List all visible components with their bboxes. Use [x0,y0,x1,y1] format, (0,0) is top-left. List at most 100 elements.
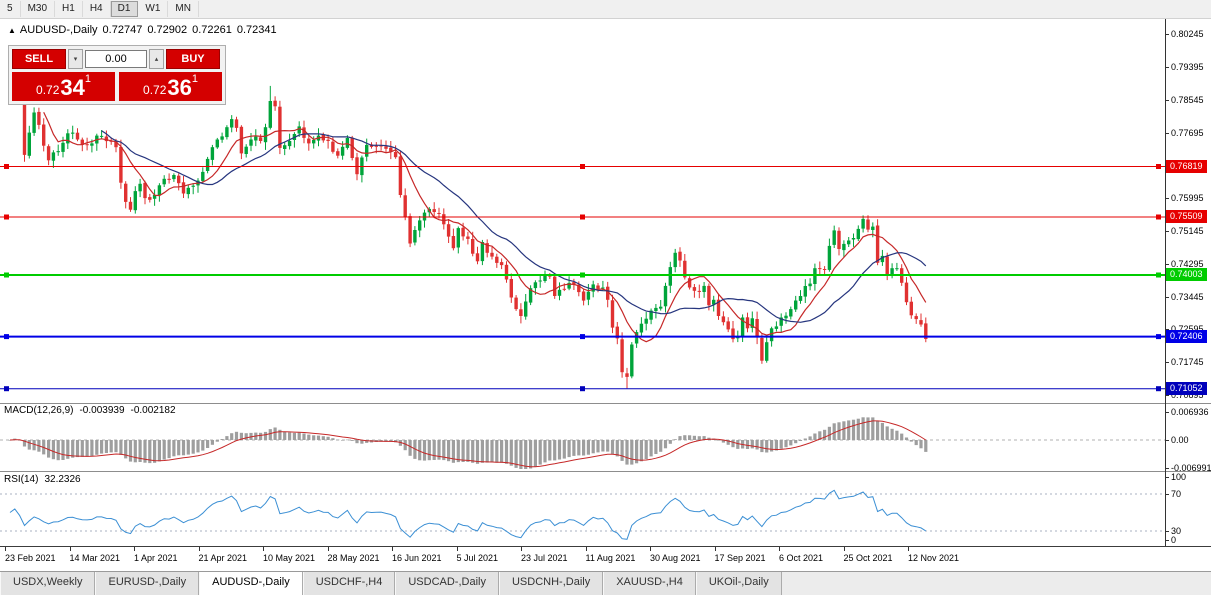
time-axis[interactable]: 23 Feb 2021 14 Mar 2021 1 Apr 2021 21 Apr 2… [0,546,1211,571]
date-axis-tick [521,547,522,551]
trade-prices-row: 0.72 34 1 0.72 36 1 [12,72,222,101]
line-handle[interactable] [1156,164,1161,169]
chart-background [0,18,1211,546]
date-axis-label: 25 Oct 2021 [843,553,893,563]
date-axis-tick [263,547,264,551]
date-axis-tick [198,547,200,551]
date-axis-label: 23 Feb 2021 [5,553,56,563]
one-click-trading-panel: SELL ▾ ▴ BUY 0.72 34 1 0.72 36 1 [8,45,226,105]
date-axis-label: 12 Nov 2021 [908,553,960,563]
tab-ukoil-daily[interactable]: UKOil-,Daily [695,572,782,595]
tab-usdx-weekly[interactable]: USDX,Weekly [0,572,96,595]
date-axis-tick [392,547,393,551]
high-value: 0.72902 [147,24,188,36]
rsi-panel-separator [0,471,1211,472]
tab-eurusd-daily[interactable]: EURUSD-,Daily [95,572,200,595]
timeframe-button-d1[interactable]: D1 [110,1,139,17]
date-axis-label: 28 May 2021 [327,553,380,563]
tab-usdcnh-daily[interactable]: USDCNH-,Daily [498,572,604,595]
rsi-title: RSI(14) [4,474,39,485]
timeframe-button-5[interactable]: 5 [0,1,21,17]
close-value: 0.72341 [236,24,277,36]
macd-main-value: -0.003939 [79,405,125,416]
macd-label-row: MACD(12,26,9) -0.003939 -0.002182 [4,405,182,416]
open-value: 0.72747 [102,24,143,36]
line-handle[interactable] [580,214,585,220]
rsi-indicator [0,489,1165,540]
timeframe-button-h4[interactable]: H4 [83,1,111,17]
date-axis-tick [650,547,651,551]
sell-button[interactable]: SELL [12,49,66,69]
low-value: 0.72261 [192,24,232,36]
date-axis-tick [843,547,845,551]
macd-panel-separator [0,403,1211,404]
date-axis-label: 17 Sep 2021 [714,553,766,563]
date-axis-label: 10 May 2021 [263,553,316,563]
date-axis-label: 21 Apr 2021 [198,553,248,563]
timeframe-button-mn[interactable]: MN [168,1,199,17]
bid-big-digits: 34 [60,75,85,100]
date-axis-label: 1 Apr 2021 [134,553,178,563]
ask-pipette: 1 [191,73,198,85]
up-arrow-icon: ▴ [154,56,159,63]
timeframe-toolbar: 5 M30 H1 H4 D1 W1 MN [0,0,1211,19]
date-axis-label: 23 Jul 2021 [521,553,568,563]
date-axis-tick [714,547,716,551]
timeframe-button-h1[interactable]: H1 [55,1,83,17]
line-handle[interactable] [1156,386,1161,392]
date-axis-label: 16 Jun 2021 [392,553,442,563]
chart-header: ▲ AUDUSD-,Daily 0.72747 0.72902 0.72261 0.723… [8,24,282,36]
line-handle[interactable] [4,386,9,392]
rsi-label-row: RSI(14) 32.2326 [4,474,87,485]
buy-price-box[interactable]: 0.72 36 1 [119,72,222,101]
date-axis-tick [908,547,909,551]
line-handle[interactable] [580,164,585,169]
price-axis-border [1165,18,1166,546]
macd-indicator [0,417,1165,469]
down-arrow-icon: ▾ [73,56,78,63]
ma-slow-line [101,130,927,323]
bid-pipette: 1 [84,73,91,85]
timeframe-button-m30[interactable]: M30 [21,1,56,17]
line-handle[interactable] [4,334,9,340]
bid-prefix: 0.72 [36,83,60,97]
date-axis-label: 5 Jul 2021 [456,553,499,563]
rsi-value: 32.2326 [44,474,81,485]
line-handle[interactable] [580,334,585,340]
timeframe-button-w1[interactable]: W1 [138,1,169,17]
buy-button[interactable]: BUY [166,49,220,69]
line-handle[interactable] [580,272,585,278]
horizontal-line-objects[interactable] [0,164,1165,392]
line-handle[interactable] [4,214,9,220]
candlestick-series [8,56,928,389]
ma-fast-line [43,111,927,343]
line-handle[interactable] [1156,272,1161,278]
tab-usdchf-h4[interactable]: USDCHF-,H4 [302,572,396,595]
macd-title: MACD(12,26,9) [4,405,74,416]
date-axis-label: 6 Oct 2021 [779,553,824,563]
chart-tab-bar: USDX,Weekly EURUSD-,Daily AUDUSD-,Daily USD… [0,571,1211,595]
line-handle[interactable] [580,386,585,392]
line-handle[interactable] [1156,334,1161,340]
volume-input[interactable] [85,50,147,68]
symbol-marker-icon: ▲ [8,26,16,35]
tab-usdcad-daily[interactable]: USDCAD-,Daily [395,572,499,595]
moving-averages [43,111,927,343]
line-handle[interactable] [1156,214,1161,220]
ask-prefix: 0.72 [143,83,167,97]
trade-controls-row: SELL ▾ ▴ BUY [12,49,222,69]
chart-canvas[interactable] [0,18,1165,546]
line-handle[interactable] [4,164,9,169]
tab-xauusd-h4[interactable]: XAUUSD-,H4 [603,572,696,595]
symbol-title: AUDUSD-,Daily [19,24,98,36]
line-handle[interactable] [4,272,9,278]
date-axis-tick [327,547,329,551]
date-axis-label: 30 Aug 2021 [650,553,701,563]
sell-price-box[interactable]: 0.72 34 1 [12,72,115,101]
date-axis-tick [456,547,458,551]
volume-increase-button[interactable]: ▴ [149,49,164,69]
tab-audusd-daily[interactable]: AUDUSD-,Daily [199,572,303,595]
date-axis-tick [585,547,587,551]
volume-decrease-button[interactable]: ▾ [68,49,83,69]
